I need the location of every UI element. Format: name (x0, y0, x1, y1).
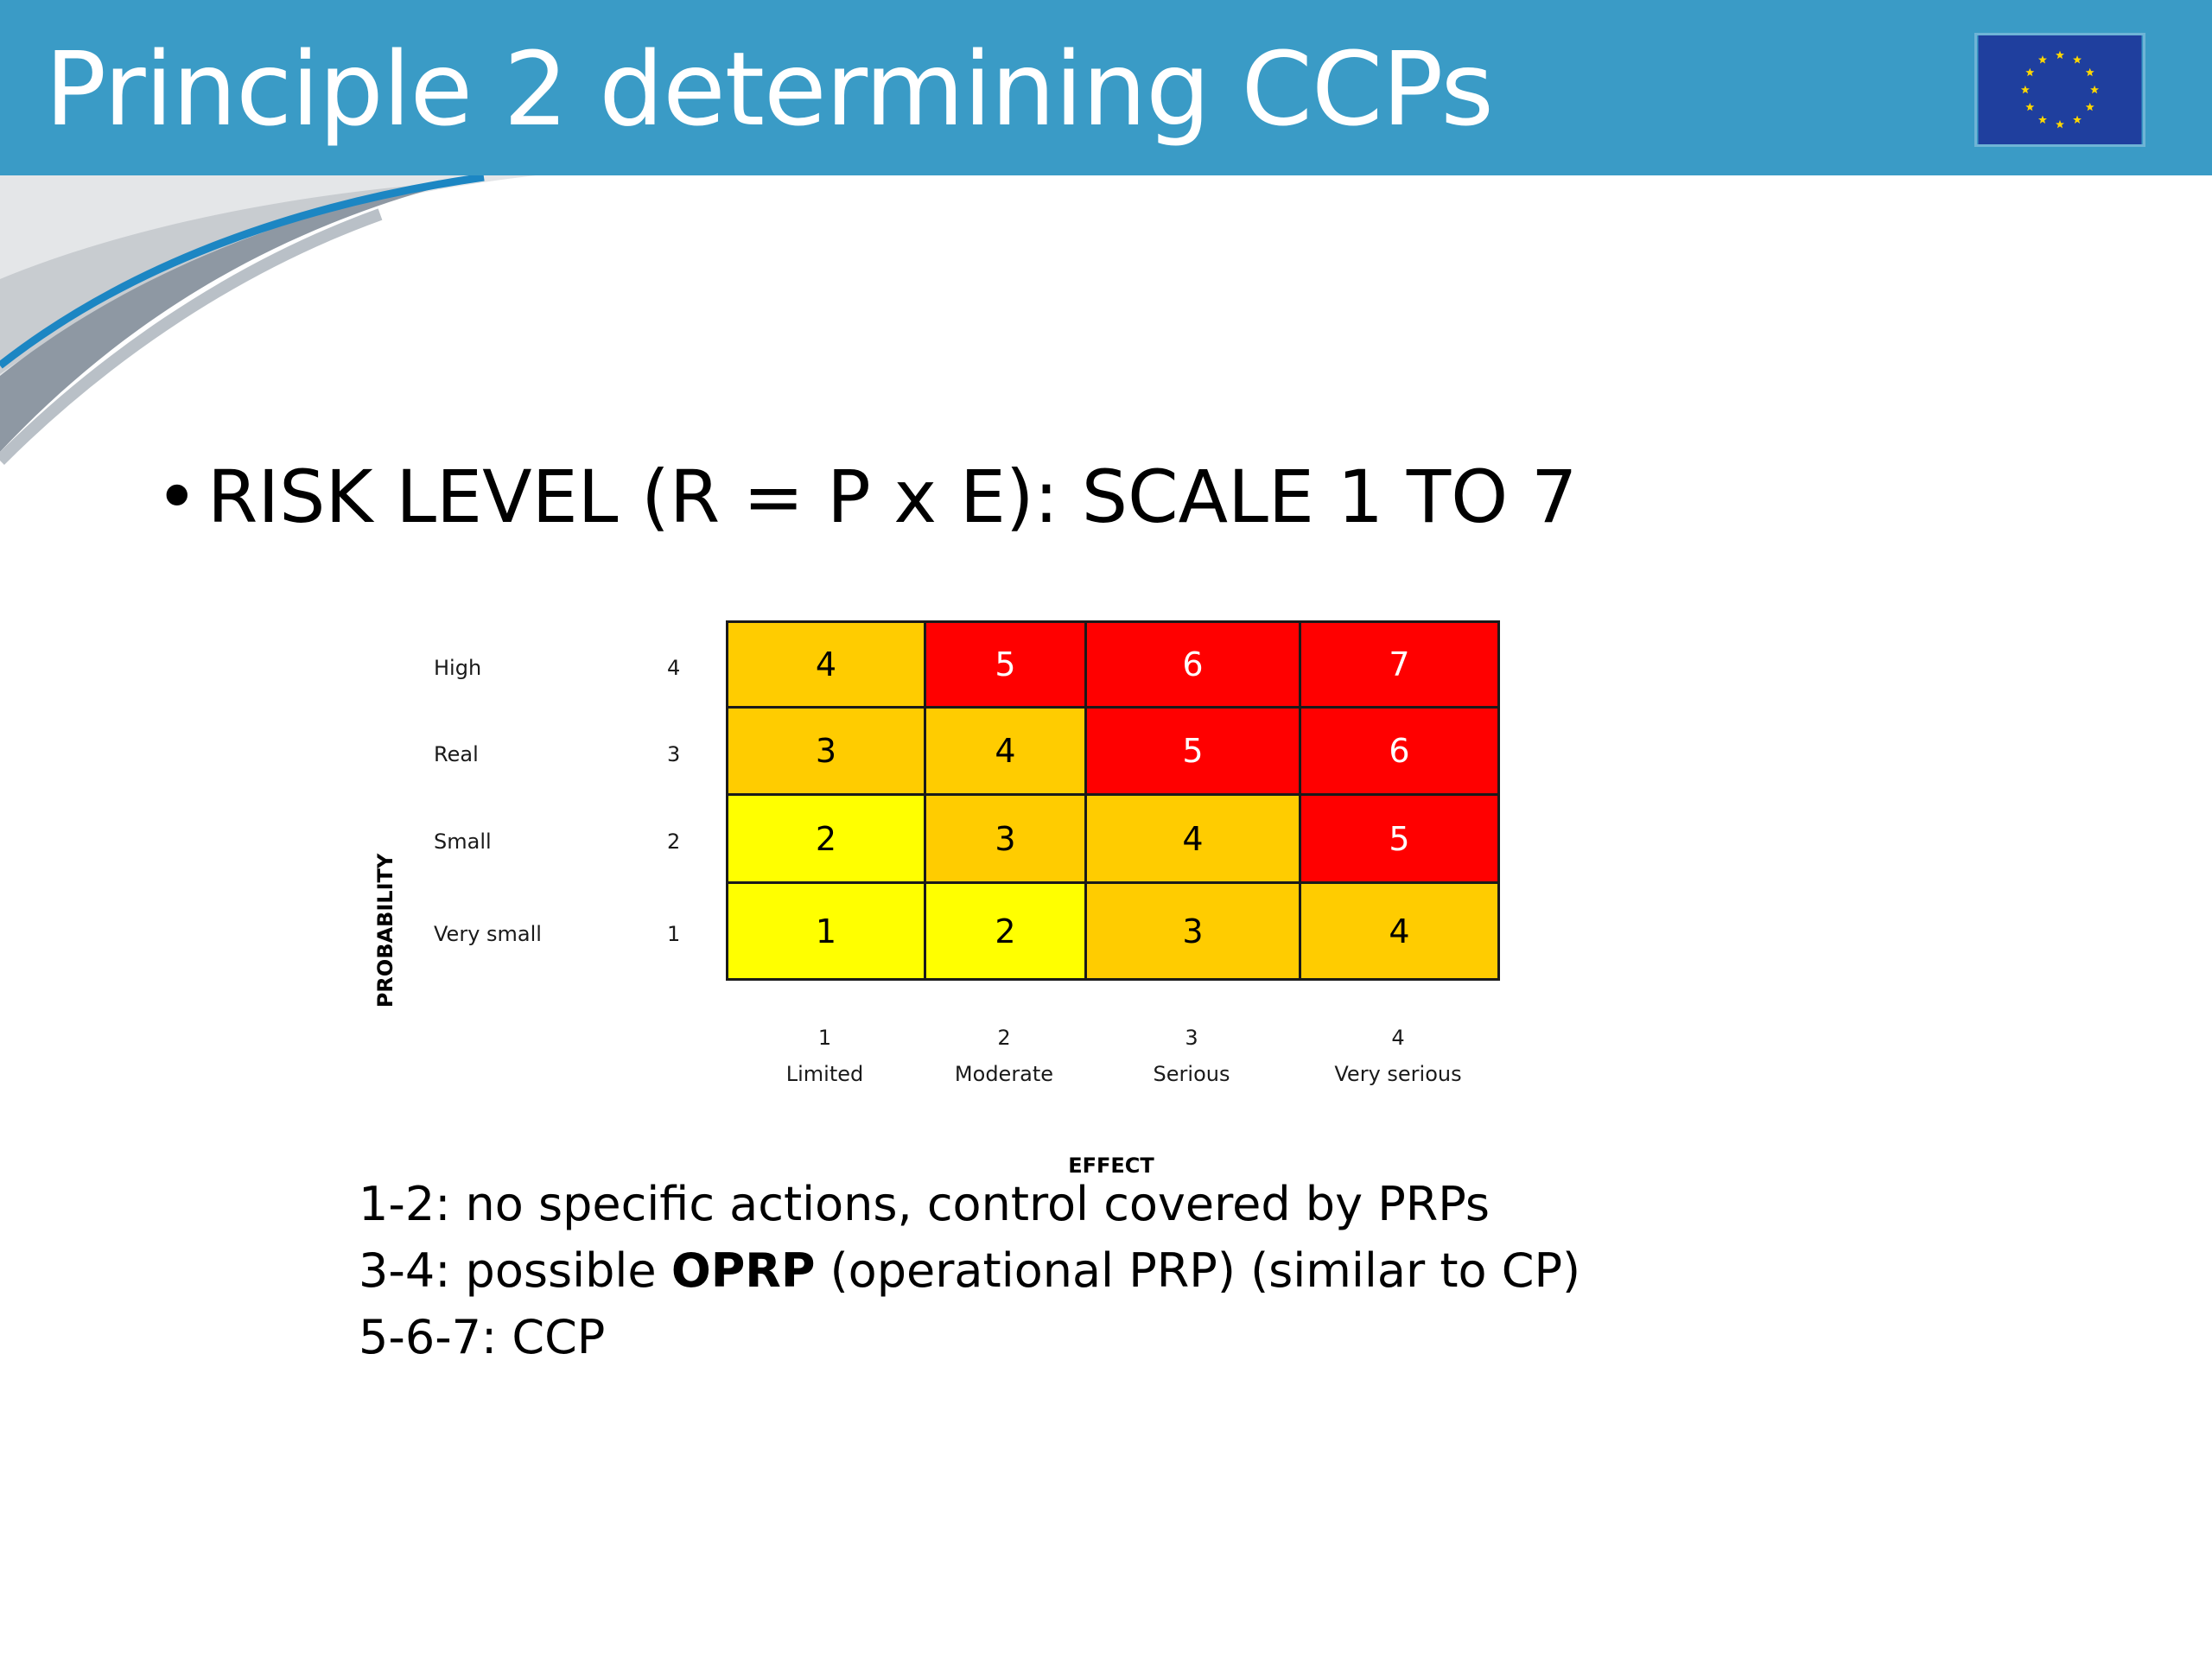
bullet-dot: • (156, 454, 199, 539)
note-line-2: 3-4: possible OPRP (operational PRP) (si… (359, 1237, 1580, 1304)
flag-star (2020, 85, 2030, 94)
effect-label: Serious (1153, 1062, 1230, 1086)
matrix-cell: 6 (1084, 620, 1301, 709)
flag-star (2090, 85, 2100, 94)
eu-flag-icon (1974, 33, 2145, 147)
flag-star (2085, 102, 2094, 111)
flag-star (2073, 115, 2082, 124)
flag-star (2056, 50, 2064, 60)
note-line-3: 5-6-7: CCP (359, 1310, 606, 1364)
matrix-cell: 5 (1084, 706, 1301, 796)
matrix-cell: 4 (1299, 881, 1500, 981)
flag-star (2085, 67, 2094, 77)
slide-header (0, 0, 2212, 175)
matrix-cell: 5 (924, 620, 1087, 709)
bullet-risk-level: • RISK LEVEL (R = P x E): SCALE 1 TO 7 (156, 449, 1577, 544)
effect-label: Limited (785, 1062, 864, 1086)
note-line-1: 1-2: no specific actions, control covere… (359, 1177, 1491, 1231)
probability-label: High (434, 655, 482, 680)
effect-value: 2 (997, 1026, 1011, 1050)
probability-value: 1 (667, 922, 681, 946)
flag-star (2025, 102, 2035, 111)
effect-value: 1 (817, 1026, 832, 1050)
effect-label: Moderate (954, 1062, 1054, 1086)
matrix-cell: 3 (726, 706, 926, 796)
matrix-cell: 1 (726, 881, 926, 981)
effect-value: 3 (1185, 1026, 1198, 1050)
note-line-2-bold: OPRP (671, 1243, 816, 1298)
note-line-2-suffix: (operational PRP) (similar to CP) (815, 1243, 1581, 1298)
matrix-cell: 2 (726, 793, 926, 884)
effect-label: Very serious (1334, 1062, 1462, 1086)
matrix-cell: 2 (924, 881, 1087, 981)
flag-star (2025, 67, 2035, 77)
matrix-cell: 7 (1299, 620, 1500, 709)
flag-star (2056, 119, 2064, 129)
matrix-cell: 4 (924, 706, 1087, 796)
matrix-cell: 4 (726, 620, 926, 709)
decorative-swoosh (0, 175, 536, 465)
bullet-text: RISK LEVEL (R = P x E): SCALE 1 TO 7 (207, 454, 1578, 539)
matrix-cell: 6 (1299, 706, 1500, 796)
probability-label: Very small (434, 922, 542, 946)
effect-value: 4 (1391, 1026, 1405, 1050)
flag-star (2037, 115, 2047, 124)
matrix-cell: 3 (924, 793, 1087, 884)
risk-notes: 1-2: no specific actions, control covere… (359, 1171, 1580, 1370)
matrix-cell: 5 (1299, 793, 1500, 884)
matrix-cell: 3 (1084, 881, 1301, 981)
y-axis-title: PROBABILITY (373, 853, 397, 1008)
matrix-cell: 4 (1084, 793, 1301, 884)
probability-value: 3 (667, 741, 681, 766)
note-line-2-prefix: 3-4: possible (359, 1243, 671, 1298)
flag-star (2073, 55, 2082, 64)
slide-title: Principle 2 determining CCPs (45, 29, 1494, 149)
flag-star (2037, 55, 2047, 64)
probability-value: 4 (667, 655, 681, 680)
probability-label: Real (434, 741, 479, 766)
probability-value: 2 (667, 830, 681, 854)
probability-label: Small (434, 830, 492, 854)
